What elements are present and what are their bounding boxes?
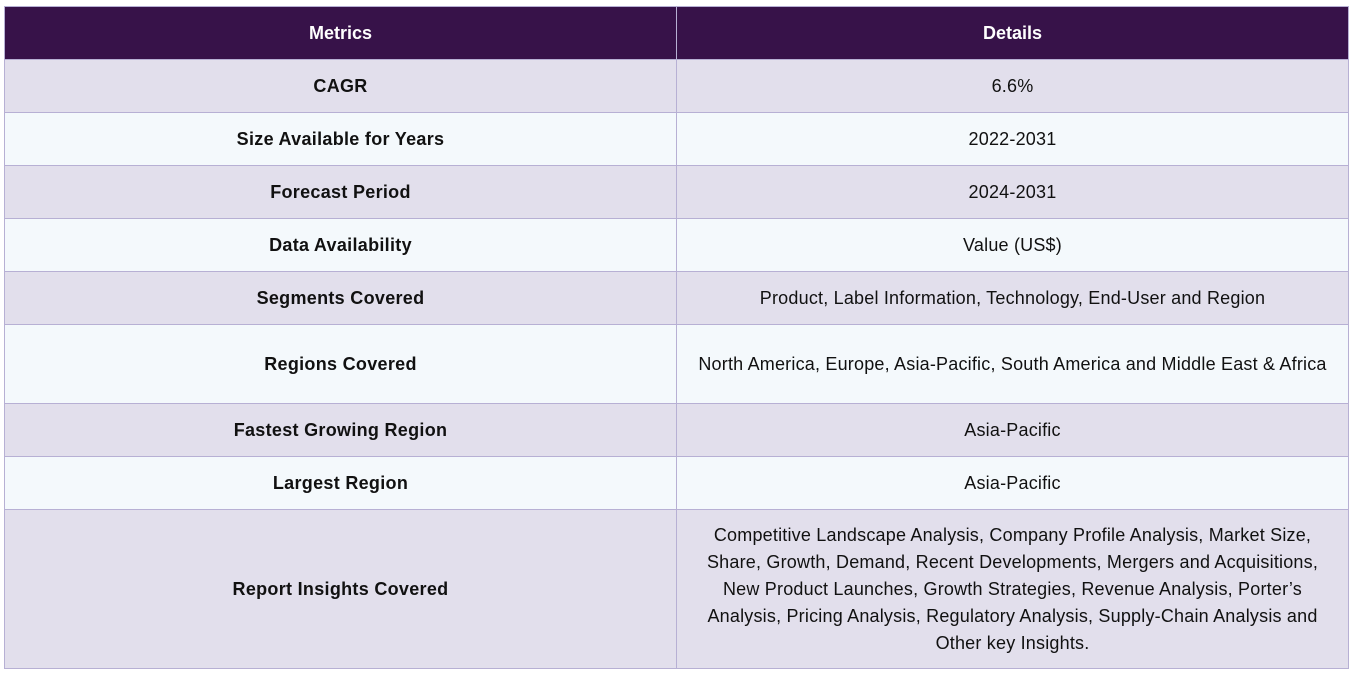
table-row: Size Available for Years 2022-2031: [4, 112, 1349, 166]
metrics-column-header: Metrics: [4, 6, 677, 60]
detail-cell: Asia-Pacific: [676, 456, 1349, 510]
metric-cell: Regions Covered: [4, 324, 677, 404]
table-row: Segments Covered Product, Label Informat…: [4, 271, 1349, 325]
metric-cell: Forecast Period: [4, 165, 677, 219]
report-metrics-table-container: Metrics Details CAGR 6.6% Size Available…: [4, 6, 1349, 669]
detail-cell: 2022-2031: [676, 112, 1349, 166]
table-row: Report Insights Covered Competitive Land…: [4, 509, 1349, 669]
table-row: Largest Region Asia-Pacific: [4, 456, 1349, 510]
metric-cell: Segments Covered: [4, 271, 677, 325]
detail-cell: Competitive Landscape Analysis, Company …: [676, 509, 1349, 669]
metric-cell: Data Availability: [4, 218, 677, 272]
metric-cell: Size Available for Years: [4, 112, 677, 166]
metric-cell: CAGR: [4, 59, 677, 113]
table-row: Regions Covered North America, Europe, A…: [4, 324, 1349, 404]
detail-cell: 2024-2031: [676, 165, 1349, 219]
detail-cell: Value (US$): [676, 218, 1349, 272]
details-column-header: Details: [676, 6, 1349, 60]
table-row: Forecast Period 2024-2031: [4, 165, 1349, 219]
table-row: CAGR 6.6%: [4, 59, 1349, 113]
metric-cell: Largest Region: [4, 456, 677, 510]
detail-cell: 6.6%: [676, 59, 1349, 113]
table-row: Fastest Growing Region Asia-Pacific: [4, 403, 1349, 457]
metric-cell: Report Insights Covered: [4, 509, 677, 669]
detail-cell: North America, Europe, Asia-Pacific, Sou…: [676, 324, 1349, 404]
table-row: Data Availability Value (US$): [4, 218, 1349, 272]
table-header-row: Metrics Details: [4, 6, 1349, 60]
detail-cell: Asia-Pacific: [676, 403, 1349, 457]
metric-cell: Fastest Growing Region: [4, 403, 677, 457]
report-metrics-table: Metrics Details CAGR 6.6% Size Available…: [4, 6, 1349, 669]
detail-cell: Product, Label Information, Technology, …: [676, 271, 1349, 325]
